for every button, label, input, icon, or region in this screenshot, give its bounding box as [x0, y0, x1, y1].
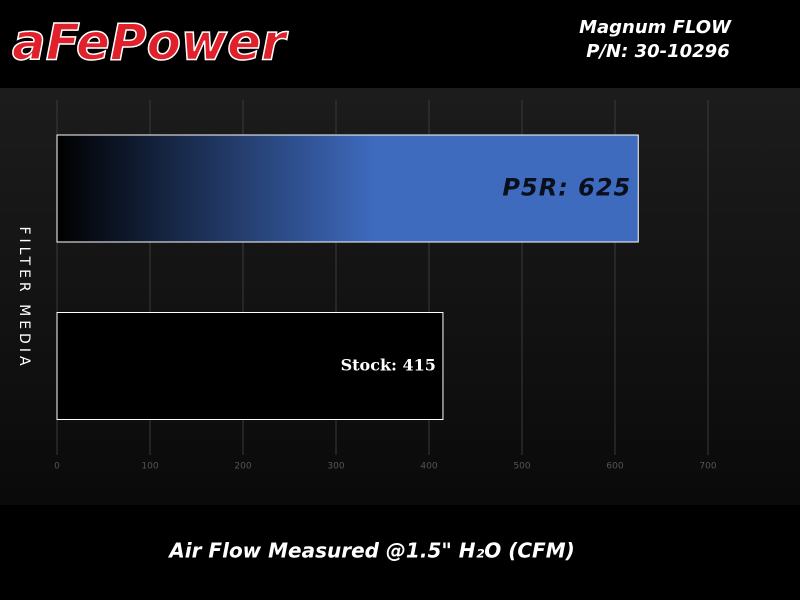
brand-logo: aFePower [12, 14, 289, 72]
x-tick-label: 100 [141, 462, 158, 472]
x-tick-label: 0 [54, 462, 60, 472]
y-axis-label: FILTER MEDIA [16, 226, 32, 369]
x-tick-label: 500 [513, 462, 530, 472]
value-label: P5R: 625 [502, 174, 631, 202]
bar [56, 312, 444, 420]
bar [56, 134, 639, 243]
x-tick-label: 200 [234, 462, 251, 472]
part-number: P/N: 30-10296 [586, 41, 729, 62]
x-tick-label: 700 [699, 462, 716, 472]
product-title: Magnum FLOW [579, 17, 732, 38]
x-tick-label: 300 [327, 462, 344, 472]
x-tick-label: 600 [606, 462, 623, 472]
value-label: Stock: 415 [341, 356, 436, 375]
x-axis-label: Air Flow Measured @1.5" H₂O (CFM) [167, 539, 574, 563]
x-tick-label: 400 [420, 462, 437, 472]
